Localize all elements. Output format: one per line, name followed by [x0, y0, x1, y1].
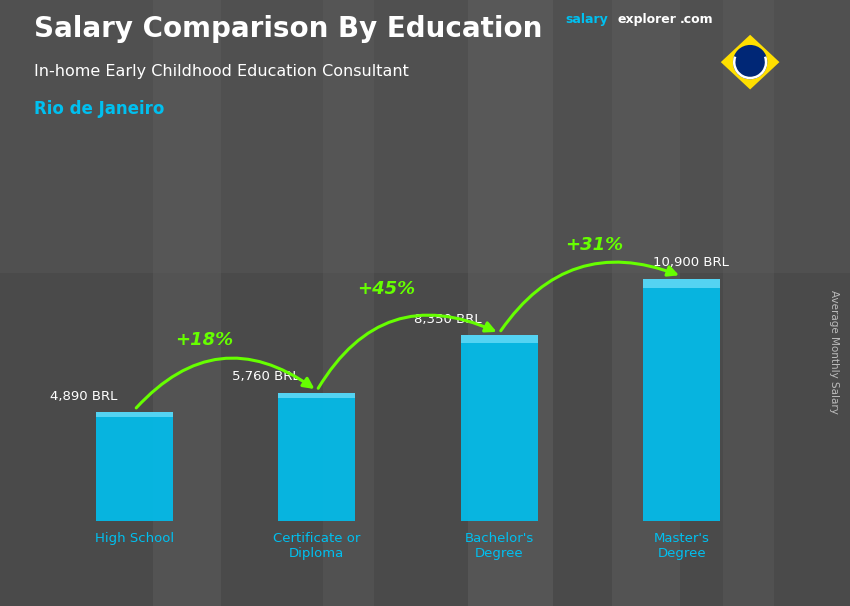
Text: +18%: +18% — [174, 331, 233, 348]
Text: +31%: +31% — [565, 236, 623, 254]
Polygon shape — [721, 35, 779, 90]
Bar — [96, 413, 173, 521]
Bar — [612, 0, 680, 606]
Bar — [153, 0, 221, 606]
Bar — [722, 0, 774, 606]
Bar — [461, 336, 537, 521]
Text: salary: salary — [565, 13, 608, 26]
Text: Salary Comparison By Education: Salary Comparison By Education — [34, 15, 542, 43]
Text: 8,350 BRL: 8,350 BRL — [414, 313, 482, 326]
Bar — [468, 0, 552, 606]
Text: 10,900 BRL: 10,900 BRL — [653, 256, 728, 269]
Bar — [643, 279, 720, 288]
Bar — [643, 279, 720, 521]
Bar — [0, 0, 850, 273]
Text: 5,760 BRL: 5,760 BRL — [232, 370, 299, 384]
Text: 4,890 BRL: 4,890 BRL — [49, 390, 117, 403]
Text: Rio de Janeiro: Rio de Janeiro — [34, 100, 164, 118]
Bar — [279, 393, 355, 521]
Text: .com: .com — [680, 13, 714, 26]
Text: +45%: +45% — [357, 281, 415, 298]
Bar — [96, 413, 173, 417]
Text: Average Monthly Salary: Average Monthly Salary — [829, 290, 839, 413]
Text: explorer: explorer — [618, 13, 677, 26]
Bar — [461, 336, 537, 343]
Circle shape — [733, 45, 768, 79]
Bar — [323, 0, 374, 606]
Text: In-home Early Childhood Education Consultant: In-home Early Childhood Education Consul… — [34, 64, 409, 79]
Bar — [279, 393, 355, 398]
